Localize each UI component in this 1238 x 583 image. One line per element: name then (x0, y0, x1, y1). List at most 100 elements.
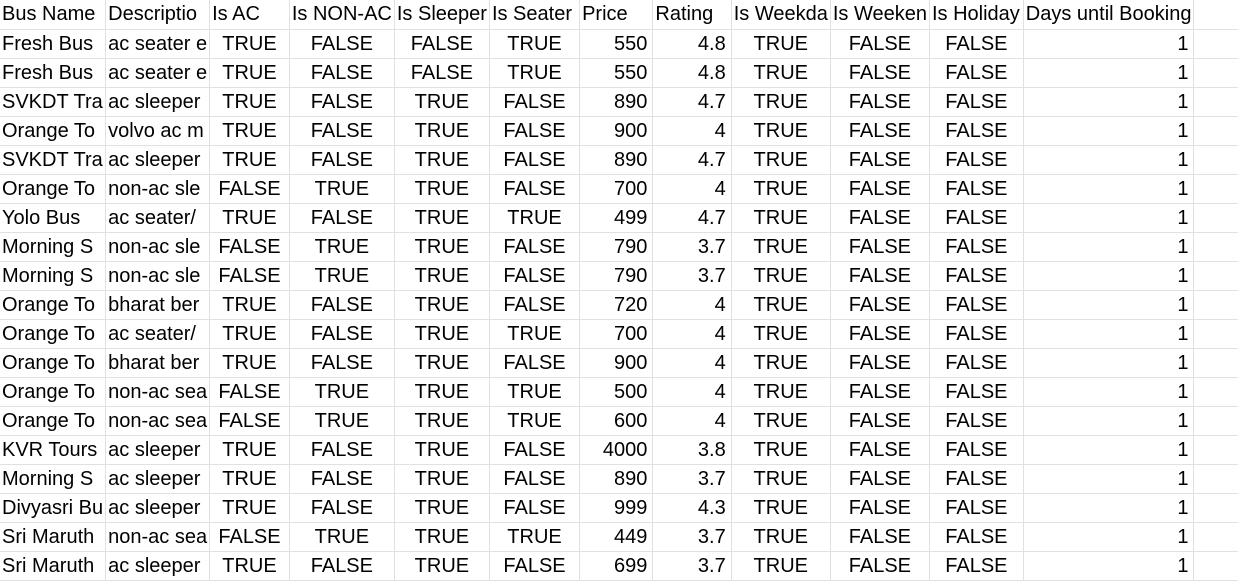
cell-description[interactable]: non-ac sle (105, 261, 211, 291)
cell-rating[interactable]: 4 (652, 290, 732, 320)
cell-is-weekend[interactable]: FALSE (830, 435, 930, 465)
cell-is-ac[interactable]: FALSE (209, 174, 290, 204)
cell-is-weekend[interactable]: FALSE (830, 319, 930, 349)
cell-is-weekday[interactable]: TRUE (731, 290, 831, 320)
cell-bus-name[interactable]: KVR Tours (0, 435, 107, 465)
cell-bus-name[interactable]: Fresh Bus (0, 58, 107, 88)
cell-days-until-booking[interactable]: 1 (1023, 174, 1195, 204)
cell-days-until-booking[interactable]: 1 (1023, 435, 1195, 465)
cell-days-until-booking[interactable]: 1 (1023, 522, 1195, 552)
cell-is-sleeper[interactable]: FALSE (394, 58, 490, 88)
cell-is-ac[interactable]: TRUE (209, 464, 290, 494)
cell-empty[interactable] (1193, 348, 1238, 378)
cell-price[interactable]: 600 (579, 406, 654, 436)
cell-bus-name[interactable]: Orange To (0, 174, 107, 204)
cell-is-weekday[interactable]: TRUE (731, 145, 831, 175)
cell-empty[interactable] (1193, 493, 1238, 523)
cell-description[interactable]: ac sleeper (105, 551, 211, 581)
cell-is-sleeper[interactable]: TRUE (394, 116, 490, 146)
cell-empty[interactable] (1193, 464, 1238, 494)
cell-empty[interactable] (1193, 87, 1238, 117)
cell-is-non-ac[interactable]: TRUE (289, 174, 395, 204)
cell-is-sleeper[interactable]: TRUE (394, 406, 490, 436)
cell-is-seater[interactable]: FALSE (489, 493, 581, 523)
cell-is-non-ac[interactable]: FALSE (289, 145, 395, 175)
cell-is-ac[interactable]: TRUE (209, 29, 290, 59)
cell-rating[interactable]: 3.7 (652, 551, 732, 581)
cell-is-seater[interactable]: TRUE (489, 377, 581, 407)
cell-rating[interactable]: 4 (652, 377, 732, 407)
cell-empty[interactable] (1193, 290, 1238, 320)
cell-is-ac[interactable]: TRUE (209, 116, 290, 146)
cell-is-weekend[interactable]: FALSE (830, 232, 930, 262)
header-cell-is-weekday[interactable]: Is Weekda (731, 0, 831, 30)
cell-is-seater[interactable]: FALSE (489, 348, 581, 378)
cell-price[interactable]: 449 (579, 522, 654, 552)
cell-is-sleeper[interactable]: TRUE (394, 493, 490, 523)
cell-rating[interactable]: 3.7 (652, 522, 732, 552)
cell-is-sleeper[interactable]: TRUE (394, 319, 490, 349)
header-cell-is-ac[interactable]: Is AC (209, 0, 290, 30)
cell-is-holiday[interactable]: FALSE (929, 29, 1024, 59)
cell-empty[interactable] (1193, 377, 1238, 407)
cell-is-seater[interactable]: FALSE (489, 435, 581, 465)
cell-description[interactable]: ac sleeper (105, 87, 211, 117)
cell-empty[interactable] (1193, 551, 1238, 581)
cell-is-ac[interactable]: FALSE (209, 377, 290, 407)
header-cell-is-weekend[interactable]: Is Weeken (830, 0, 930, 30)
cell-price[interactable]: 900 (579, 348, 654, 378)
cell-is-seater[interactable]: FALSE (489, 232, 581, 262)
cell-is-sleeper[interactable]: TRUE (394, 290, 490, 320)
cell-bus-name[interactable]: SVKDT Tra (0, 87, 107, 117)
cell-bus-name[interactable]: Sri Maruth (0, 551, 107, 581)
cell-rating[interactable]: 3.7 (652, 261, 732, 291)
cell-is-non-ac[interactable]: TRUE (289, 261, 395, 291)
cell-description[interactable]: ac seater/ (105, 319, 211, 349)
cell-price[interactable]: 550 (579, 29, 654, 59)
cell-rating[interactable]: 4.8 (652, 58, 732, 88)
cell-description[interactable]: non-ac sle (105, 232, 211, 262)
cell-rating[interactable]: 4 (652, 174, 732, 204)
cell-price[interactable]: 550 (579, 58, 654, 88)
cell-is-ac[interactable]: TRUE (209, 145, 290, 175)
cell-is-weekday[interactable]: TRUE (731, 406, 831, 436)
cell-bus-name[interactable]: Orange To (0, 290, 107, 320)
cell-bus-name[interactable]: Orange To (0, 348, 107, 378)
cell-empty[interactable] (1193, 145, 1238, 175)
cell-price[interactable]: 790 (579, 261, 654, 291)
cell-is-non-ac[interactable]: FALSE (289, 116, 395, 146)
cell-is-seater[interactable]: FALSE (489, 174, 581, 204)
cell-is-holiday[interactable]: FALSE (929, 116, 1024, 146)
cell-is-weekend[interactable]: FALSE (830, 145, 930, 175)
cell-description[interactable]: ac sleeper (105, 464, 211, 494)
cell-is-non-ac[interactable]: FALSE (289, 493, 395, 523)
header-cell-is-sleeper[interactable]: Is Sleeper (394, 0, 490, 30)
cell-is-weekend[interactable]: FALSE (830, 116, 930, 146)
cell-is-holiday[interactable]: FALSE (929, 174, 1024, 204)
cell-price[interactable]: 900 (579, 116, 654, 146)
cell-bus-name[interactable]: Fresh Bus (0, 29, 107, 59)
cell-price[interactable]: 4000 (579, 435, 654, 465)
cell-description[interactable]: ac sleeper (105, 435, 211, 465)
cell-is-sleeper[interactable]: TRUE (394, 232, 490, 262)
cell-price[interactable]: 700 (579, 319, 654, 349)
cell-is-weekend[interactable]: FALSE (830, 290, 930, 320)
cell-is-seater[interactable]: TRUE (489, 406, 581, 436)
cell-is-holiday[interactable]: FALSE (929, 87, 1024, 117)
cell-is-seater[interactable]: FALSE (489, 87, 581, 117)
cell-price[interactable]: 999 (579, 493, 654, 523)
cell-rating[interactable]: 4 (652, 319, 732, 349)
cell-price[interactable]: 890 (579, 145, 654, 175)
cell-is-non-ac[interactable]: FALSE (289, 29, 395, 59)
cell-is-weekend[interactable]: FALSE (830, 58, 930, 88)
cell-days-until-booking[interactable]: 1 (1023, 493, 1195, 523)
cell-bus-name[interactable]: Orange To (0, 406, 107, 436)
cell-empty[interactable] (1193, 261, 1238, 291)
cell-is-ac[interactable]: TRUE (209, 551, 290, 581)
cell-is-non-ac[interactable]: FALSE (289, 319, 395, 349)
header-cell-is-seater[interactable]: Is Seater (489, 0, 581, 30)
cell-description[interactable]: non-ac sea (105, 377, 211, 407)
header-cell-bus-name[interactable]: Bus Name (0, 0, 107, 30)
cell-bus-name[interactable]: Morning S (0, 232, 107, 262)
header-cell-days-until-booking[interactable]: Days until Booking (1023, 0, 1195, 30)
